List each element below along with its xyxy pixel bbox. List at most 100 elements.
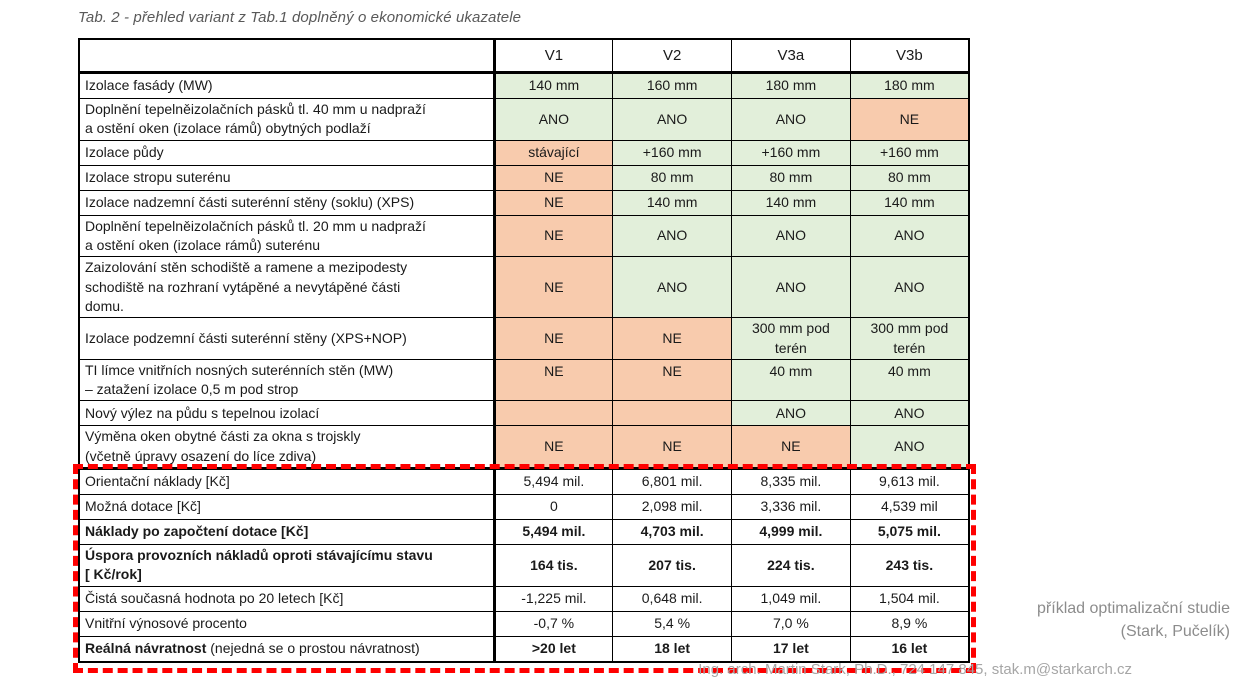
row-label: Vnitřní výnosové procento [78,610,496,637]
row-label: Izolace nadzemní části suterénní stěny (… [78,189,496,216]
value-cell: 5,4 % [612,610,732,637]
table-row: Možná dotace [Kč] 0 2,098 mil. 3,336 mil. 4,… [78,494,970,521]
value-cell: 207 tis. [612,544,732,587]
value-cell: ANO [493,98,614,141]
value-cell: -0,7 % [493,610,614,637]
value-cell: 0 [493,494,614,521]
table-corner-cell [78,38,496,74]
value-cell: 140 mm [612,189,732,216]
table-row: TI límce vnitřních nosných suterénních s… [78,358,970,402]
value-cell: +160 mm [731,139,851,166]
value-cell: 4,703 mil. [612,519,732,546]
value-cell: 300 mm pod terén [731,317,851,360]
value-cell: NE [849,98,970,141]
value-cell: NE [612,425,732,470]
value-cell: 5,075 mil. [849,519,970,546]
value-cell: ANO [731,256,851,319]
row-label: Izolace půdy [78,139,496,166]
column-header-v2: V2 [612,38,732,74]
value-cell: ANO [731,214,851,258]
value-cell: ANO [612,214,732,258]
value-cell: 4,539 mil [849,494,970,521]
value-cell: NE [493,358,614,402]
row-label: Izolace podzemní části suterénní stěny (… [78,317,496,360]
value-cell: 243 tis. [849,544,970,587]
value-cell: 1,049 mil. [731,585,851,612]
value-cell: ANO [612,256,732,319]
value-cell: 5,494 mil. [493,467,614,496]
variants-table: V1 V2 V3a V3b Izolace fasády (MW) 140 mm 160 … [78,38,970,663]
value-cell: 6,801 mil. [612,467,732,496]
value-cell: 140 mm [849,189,970,216]
value-cell: 18 let [612,635,732,663]
value-cell: ANO [849,214,970,258]
value-cell: 4,999 mil. [731,519,851,546]
value-cell: 80 mm [731,164,851,191]
row-label-note: (nejedná se o prostou návratnost) [206,640,420,657]
value-cell: 224 tis. [731,544,851,587]
value-cell: 300 mm pod terén [849,317,970,360]
value-cell: 160 mm [612,72,732,99]
value-cell: 5,494 mil. [493,519,614,546]
table-row: Doplnění tepelněizolačních pásků tl. 40 … [78,98,970,141]
value-cell: -1,225 mil. [493,585,614,612]
row-label: Náklady po započtení dotace [Kč] [78,519,496,546]
value-cell: NE [493,214,614,258]
value-cell: 180 mm [849,72,970,99]
value-cell: NE [493,256,614,319]
row-label: Nový výlez na půdu s tepelnou izolací [78,400,496,427]
row-label: TI límce vnitřních nosných suterénních s… [78,358,496,402]
row-label: Izolace stropu suterénu [78,164,496,191]
value-cell: 9,613 mil. [849,467,970,496]
table-row: Izolace fasády (MW) 140 mm 160 mm 180 mm 180… [78,72,970,99]
value-cell: stávající [493,139,614,166]
table-title: Tab. 2 - přehled variant z Tab.1 doplněn… [78,9,522,26]
value-cell: 180 mm [731,72,851,99]
table-row: Zaizolování stěn schodiště a ramene a me… [78,256,970,319]
row-label: Úspora provozních nákladů oproti stávají… [78,544,496,587]
value-cell: NE [493,317,614,360]
value-cell: 40 mm [731,358,851,402]
value-cell: 140 mm [731,189,851,216]
row-label: Výměna oken obytné části za okna s trojs… [78,425,496,470]
value-cell: 1,504 mil. [849,585,970,612]
row-label: Doplnění tepelněizolačních pásků tl. 40 … [78,98,496,141]
value-cell: ANO [612,98,732,141]
value-cell: NE [493,164,614,191]
table-row: Nový výlez na půdu s tepelnou izolací ANO… [78,400,970,427]
source-caption-line2: (Stark, Pučelík) [1120,623,1230,640]
table-row: Izolace půdy stávající +160 mm +160 mm +160 … [78,139,970,166]
value-cell: 16 let [849,635,970,663]
row-label: Orientační náklady [Kč] [78,467,496,496]
table-row: Orientační náklady [Kč] 5,494 mil. 6,801 m… [78,467,970,496]
value-cell: NE [612,358,732,402]
value-cell: +160 mm [612,139,732,166]
table-header-row: V1 V2 V3a V3b [78,38,970,74]
row-label: Čistá současná hodnota po 20 letech [Kč] [78,585,496,612]
author-contact: Ing. arch. Martin Stark, Ph.D., 724 147 … [698,661,1132,678]
value-cell: 2,098 mil. [612,494,732,521]
value-cell: 8,335 mil. [731,467,851,496]
table-row: Náklady po započtení dotace [Kč] 5,494 mi… [78,519,970,546]
source-caption: příklad optimalizační studie (Stark, Puč… [1037,597,1230,643]
value-cell: NE [493,425,614,470]
value-cell: 0,648 mil. [612,585,732,612]
value-cell: 140 mm [493,72,614,99]
table-row: Doplnění tepelněizolačních pásků tl. 20 … [78,214,970,258]
value-cell: ANO [849,256,970,319]
value-cell: +160 mm [849,139,970,166]
row-label: Doplnění tepelněizolačních pásků tl. 20 … [78,214,496,258]
row-label: Možná dotace [Kč] [78,494,496,521]
value-cell: 40 mm [849,358,970,402]
value-cell: ANO [731,400,851,427]
value-cell: ANO [731,98,851,141]
row-label: Reálná návratnost (nejedná se o prostou … [78,635,496,663]
value-cell: 164 tis. [493,544,614,587]
value-cell [493,400,614,427]
table-row: Izolace nadzemní části suterénní stěny (… [78,189,970,216]
value-cell: >20 let [493,635,614,663]
value-cell: NE [731,425,851,470]
table-row: Výměna oken obytné části za okna s trojs… [78,425,970,470]
table-row: Vnitřní výnosové procento -0,7 % 5,4 % 7,0 … [78,610,970,637]
value-cell: 3,336 mil. [731,494,851,521]
